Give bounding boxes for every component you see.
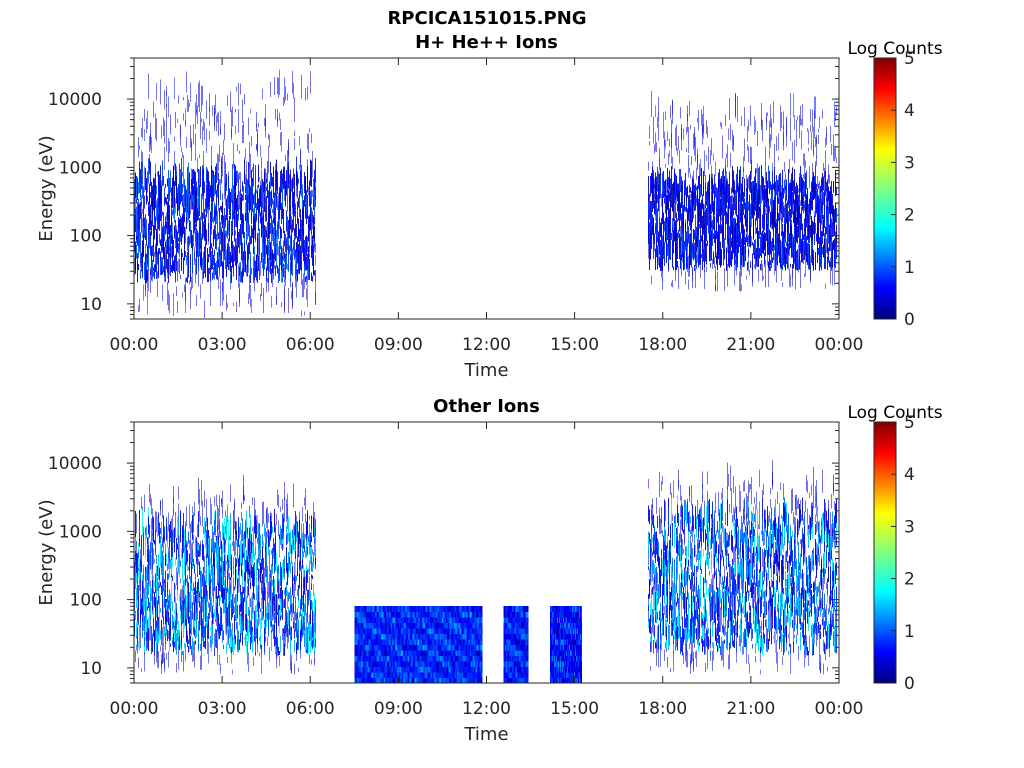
- y-axis-label: Energy (eV): [36, 499, 57, 605]
- colorbar-tick-label: 2: [904, 206, 915, 226]
- x-tick-label: 09:00: [374, 335, 423, 355]
- x-tick-label: 00:00: [815, 699, 864, 719]
- data-interval-2: [354, 606, 483, 684]
- colorbar-gradient: [873, 421, 897, 684]
- x-tick-label: 00:00: [110, 335, 159, 355]
- colorbar-tick-label: 1: [904, 258, 915, 278]
- x-tick-label: 15:00: [550, 335, 599, 355]
- colorbar-tick-label: 4: [904, 101, 915, 121]
- panel-1: H+ He++ Ions 00:00 03:00 06:00 09:00 12:00 15:…: [36, 32, 943, 381]
- spectrogram: [134, 69, 837, 318]
- x-tick-label: 21:00: [726, 699, 775, 719]
- data-interval-5: [648, 459, 837, 675]
- y-tick-label: 1000: [59, 158, 102, 178]
- y-tick-label: 10000: [48, 90, 102, 110]
- colorbar-tick-label: 5: [904, 413, 915, 433]
- x-tick-label: 06:00: [286, 335, 335, 355]
- y-tick-label: 100: [70, 591, 102, 611]
- x-axis: 00:00 03:00 06:00 09:00 12:00 15:00 18:00 21:00…: [110, 58, 864, 355]
- figure-title: RPCICA151015.PNG: [387, 8, 586, 29]
- colorbar-tick-label: 3: [904, 517, 915, 537]
- x-tick-label: 18:00: [638, 699, 687, 719]
- x-tick-label: 09:00: [374, 699, 423, 719]
- y-tick-label: 100: [70, 227, 102, 247]
- data-interval-4: [550, 606, 583, 684]
- x-tick-label: 06:00: [286, 699, 335, 719]
- y-axis-label: Energy (eV): [36, 135, 57, 241]
- colorbar: Log Counts 0 1 2 3 4 5: [847, 39, 942, 330]
- colorbar-tick-label: 0: [904, 674, 915, 694]
- y-tick-label: 10: [80, 295, 102, 315]
- spectrogram: [134, 459, 837, 684]
- panel-title: H+ He++ Ions: [415, 32, 558, 53]
- colorbar-tick-label: 2: [904, 570, 915, 590]
- x-axis-label: Time: [463, 360, 508, 381]
- colorbar-label: Log Counts: [847, 403, 942, 423]
- data-interval-1: [134, 69, 316, 318]
- x-tick-label: 00:00: [110, 699, 159, 719]
- data-interval-3: [503, 606, 529, 684]
- y-axis: 10 100 1000 10000: [48, 421, 839, 684]
- x-tick-label: 12:00: [462, 335, 511, 355]
- colorbar-tick-label: 0: [904, 310, 915, 330]
- colorbar-tick-label: 4: [904, 465, 915, 485]
- x-tick-label: 15:00: [550, 699, 599, 719]
- colorbar-tick-label: 3: [904, 153, 915, 173]
- panel-title: Other Ions: [433, 396, 540, 417]
- x-axis: 00:00 03:00 06:00 09:00 12:00 15:00 18:00 21:00…: [110, 422, 864, 719]
- x-tick-label: 00:00: [815, 335, 864, 355]
- x-tick-label: 03:00: [198, 335, 247, 355]
- x-tick-label: 03:00: [198, 699, 247, 719]
- x-axis-label: Time: [463, 724, 508, 745]
- colorbar-tick-label: 5: [904, 49, 915, 69]
- data-interval-1: [134, 475, 316, 675]
- colorbar: Log Counts 0 1 2 3 4 5: [847, 403, 942, 694]
- x-tick-label: 21:00: [726, 335, 775, 355]
- panel-2: Other Ions 00:00 03:00 06:00 09:00 12:00 15:00…: [36, 396, 943, 745]
- x-tick-label: 12:00: [462, 699, 511, 719]
- colorbar-gradient: [873, 57, 897, 320]
- y-tick-label: 10000: [48, 454, 102, 474]
- x-tick-label: 18:00: [638, 335, 687, 355]
- colorbar-label: Log Counts: [847, 39, 942, 59]
- y-tick-label: 10: [80, 659, 102, 679]
- y-axis: 10 100 1000 10000: [48, 57, 839, 320]
- data-interval-2: [648, 91, 837, 292]
- y-tick-label: 1000: [59, 522, 102, 542]
- colorbar-tick-label: 1: [904, 622, 915, 642]
